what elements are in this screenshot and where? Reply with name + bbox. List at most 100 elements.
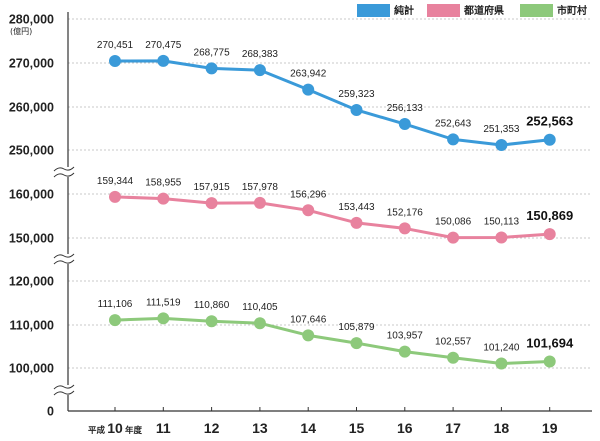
- y-tick-label: 0: [47, 405, 54, 419]
- data-point: [109, 55, 121, 68]
- data-label: 150,869: [526, 208, 573, 223]
- data-label: 159,344: [97, 176, 134, 187]
- data-label: 110,405: [242, 302, 278, 313]
- data-point: [495, 357, 508, 370]
- y-tick-label: 270,000: [9, 57, 54, 71]
- x-tick-label: 10: [107, 420, 123, 436]
- data-point: [398, 118, 411, 131]
- legend-label: 都道府県: [463, 4, 504, 17]
- data-point: [447, 133, 460, 146]
- data-label: 252,643: [435, 118, 472, 129]
- data-point: [157, 54, 170, 67]
- data-label: 107,646: [290, 314, 327, 325]
- data-point: [157, 312, 170, 325]
- data-point: [543, 355, 556, 368]
- series-純計: 270,451 270,475 268,775 268,383 263,942 259,3…: [97, 40, 573, 152]
- y-unit-label: (億円): [10, 26, 32, 36]
- axis-break-mark: [53, 259, 75, 265]
- y-axis: 280,000 270,000 260,000 250,000 160,000 150,0…: [9, 12, 75, 419]
- data-label: 156,296: [290, 189, 327, 200]
- data-point: [302, 204, 315, 217]
- data-label: 256,133: [387, 103, 424, 114]
- y-tick-label: 120,000: [9, 275, 54, 289]
- data-label: 150,086: [435, 217, 472, 228]
- data-point: [109, 314, 121, 327]
- axis-break-gap: [54, 385, 74, 395]
- data-label: 270,451: [97, 40, 134, 51]
- data-label: 111,519: [146, 297, 181, 308]
- data-label: 153,443: [338, 202, 375, 213]
- axis-break-mark: [53, 172, 75, 178]
- data-point: [109, 190, 121, 203]
- data-label: 150,113: [484, 217, 520, 228]
- data-point: [205, 315, 218, 328]
- legend-swatch: [357, 4, 390, 17]
- x-tick-suffix: 年度: [125, 425, 143, 436]
- data-point: [205, 62, 218, 75]
- x-tick-label: 18: [494, 420, 510, 436]
- axis-break-mark: [53, 253, 75, 259]
- x-tick-label: 17: [445, 420, 461, 436]
- legend-swatch: [520, 4, 553, 17]
- legend-label: 純計: [394, 4, 414, 17]
- data-point: [350, 337, 363, 350]
- data-label: 270,475: [145, 40, 182, 51]
- series-都道府県: 159,344 158,955 157,915 157,978 156,296 153,4…: [97, 176, 573, 244]
- data-label: 102,557: [435, 337, 472, 348]
- data-point: [495, 231, 508, 244]
- data-label: 268,775: [194, 47, 231, 58]
- data-point: [543, 133, 556, 146]
- legend: 純計 都道府県 市町村: [357, 4, 587, 17]
- data-label: 263,942: [290, 69, 327, 80]
- legend-swatch: [427, 4, 460, 17]
- y-tick-label: 100,000: [9, 362, 54, 376]
- data-label: 111,106: [98, 299, 133, 310]
- data-point: [157, 192, 170, 205]
- y-tick-label: 150,000: [9, 232, 54, 246]
- data-point: [302, 83, 315, 96]
- x-tick-label: 14: [300, 420, 316, 436]
- data-label: 110,860: [194, 300, 230, 311]
- x-tick-label: 16: [397, 420, 413, 436]
- data-label: 101,694: [526, 336, 574, 351]
- axis-break-gap: [54, 254, 74, 264]
- series-line: [114, 195, 550, 240]
- gridlines: [68, 18, 592, 369]
- series-line: [114, 316, 550, 366]
- data-label: 101,240: [483, 343, 520, 354]
- data-point: [253, 64, 266, 77]
- y-tick-label: 160,000: [9, 188, 54, 202]
- data-point: [350, 216, 363, 229]
- data-label: 103,957: [387, 331, 424, 342]
- x-tick-label: 15: [349, 420, 365, 436]
- x-tick-label: 11: [156, 420, 171, 436]
- data-label: 157,915: [194, 182, 231, 193]
- axis-break-gap: [54, 167, 74, 177]
- data-point: [447, 231, 460, 244]
- y-tick-label: 250,000: [9, 144, 54, 158]
- x-tick-label: 12: [204, 420, 220, 436]
- data-label: 105,879: [338, 322, 375, 333]
- x-tick-prefix: 平成: [88, 425, 106, 436]
- data-label: 157,978: [242, 182, 279, 193]
- data-point: [350, 103, 363, 116]
- series-市町村: 111,106 111,519 110,860 110,405 107,646 105,8…: [98, 297, 574, 370]
- series-line: [114, 59, 550, 147]
- data-point: [447, 351, 460, 364]
- data-point: [253, 196, 266, 209]
- legend-label: 市町村: [557, 4, 587, 17]
- axis-break-mark: [53, 384, 75, 390]
- data-label: 158,955: [145, 178, 182, 189]
- series: 270,451 270,475 268,775 268,383 263,942 259,3…: [97, 40, 574, 370]
- data-label: 268,383: [242, 49, 279, 60]
- data-point: [495, 139, 508, 152]
- data-label: 259,323: [338, 89, 375, 100]
- data-point: [205, 197, 218, 210]
- data-label: 152,176: [387, 207, 424, 218]
- data-point: [543, 228, 556, 241]
- data-point: [302, 329, 315, 342]
- data-label: 252,563: [526, 114, 573, 129]
- data-point: [253, 317, 266, 330]
